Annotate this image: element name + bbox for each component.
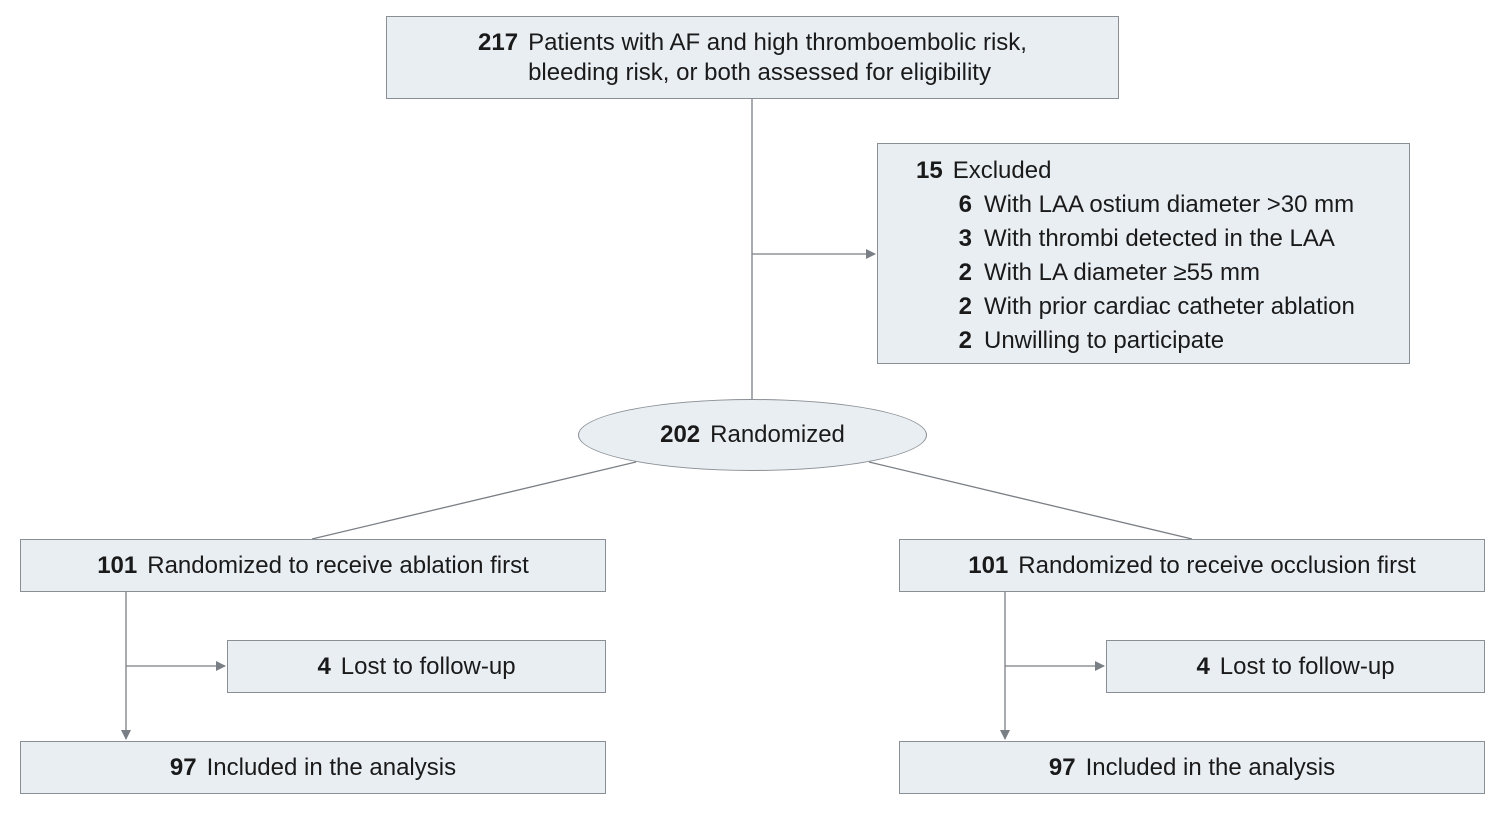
arm-count: 101 bbox=[968, 551, 1009, 579]
exclusion-reason: 2 Unwilling to participate bbox=[916, 324, 1409, 358]
included-label: Included in the analysis bbox=[1085, 753, 1336, 781]
arm-occlusion-lost-box: 4 Lost to follow-up bbox=[1106, 640, 1485, 693]
eligibility-count: 217 bbox=[478, 28, 519, 56]
exclusion-reason-count: 2 bbox=[958, 259, 972, 286]
included-count: 97 bbox=[1048, 753, 1076, 781]
lost-count: 4 bbox=[317, 652, 331, 680]
exclusion-reason-label: Unwilling to participate bbox=[984, 327, 1225, 354]
exclusion-header: 15 Excluded bbox=[916, 154, 1409, 188]
arm-count: 101 bbox=[97, 551, 138, 579]
randomized-label: Randomized bbox=[710, 421, 845, 448]
exclusion-reason-label: With thrombi detected in the LAA bbox=[984, 225, 1335, 252]
arm-occlusion-first-box: 101 Randomized to receive occlusion firs… bbox=[899, 539, 1485, 592]
arm-label: Randomized to receive occlusion first bbox=[1018, 551, 1416, 579]
excluded-count: 15 bbox=[916, 157, 943, 184]
exclusion-reason-label: With LAA ostium diameter >30 mm bbox=[984, 191, 1355, 218]
exclusion-reason-count: 2 bbox=[958, 327, 972, 354]
lost-label: Lost to follow-up bbox=[340, 652, 516, 680]
lost-count: 4 bbox=[1196, 652, 1210, 680]
exclusion-reason-label: With prior cardiac catheter ablation bbox=[984, 293, 1355, 320]
eligibility-label-line-1: Patients with AF and high thromboembolic… bbox=[528, 28, 1027, 56]
exclusion-box: 15 Excluded 6 With LAA ostium diameter >… bbox=[877, 143, 1410, 364]
included-count: 97 bbox=[169, 753, 197, 781]
exclusion-reason-count: 6 bbox=[958, 191, 972, 218]
included-label: Included in the analysis bbox=[206, 753, 457, 781]
randomized-to-arm-b-line bbox=[868, 461, 1193, 540]
eligibility-box: 217 Patients with AF and high thromboemb… bbox=[386, 16, 1119, 99]
randomized-count: 202 bbox=[660, 421, 701, 448]
arm-ablation-included-box: 97 Included in the analysis bbox=[20, 741, 606, 794]
eligibility-label-line-2: bleeding risk, or both assessed for elig… bbox=[528, 58, 991, 86]
exclusion-reason: 2 With prior cardiac catheter ablation bbox=[916, 290, 1409, 324]
arm-ablation-first-box: 101 Randomized to receive ablation first bbox=[20, 539, 606, 592]
arm-ablation-lost-box: 4 Lost to follow-up bbox=[227, 640, 606, 693]
exclusion-reason-count: 3 bbox=[958, 225, 972, 252]
lost-label: Lost to follow-up bbox=[1219, 652, 1395, 680]
exclusion-reason-label: With LA diameter ≥55 mm bbox=[984, 259, 1260, 286]
randomized-ellipse: 202 Randomized bbox=[578, 399, 927, 471]
arm-occlusion-included-box: 97 Included in the analysis bbox=[899, 741, 1485, 794]
randomized-to-arm-a-line bbox=[311, 461, 637, 540]
exclusion-reason-count: 2 bbox=[958, 293, 972, 320]
exclusion-reason: 3 With thrombi detected in the LAA bbox=[916, 222, 1409, 256]
arm-label: Randomized to receive ablation first bbox=[147, 551, 529, 579]
excluded-label: Excluded bbox=[952, 157, 1052, 184]
exclusion-reason: 6 With LAA ostium diameter >30 mm bbox=[916, 188, 1409, 222]
exclusion-reason: 2 With LA diameter ≥55 mm bbox=[916, 256, 1409, 290]
